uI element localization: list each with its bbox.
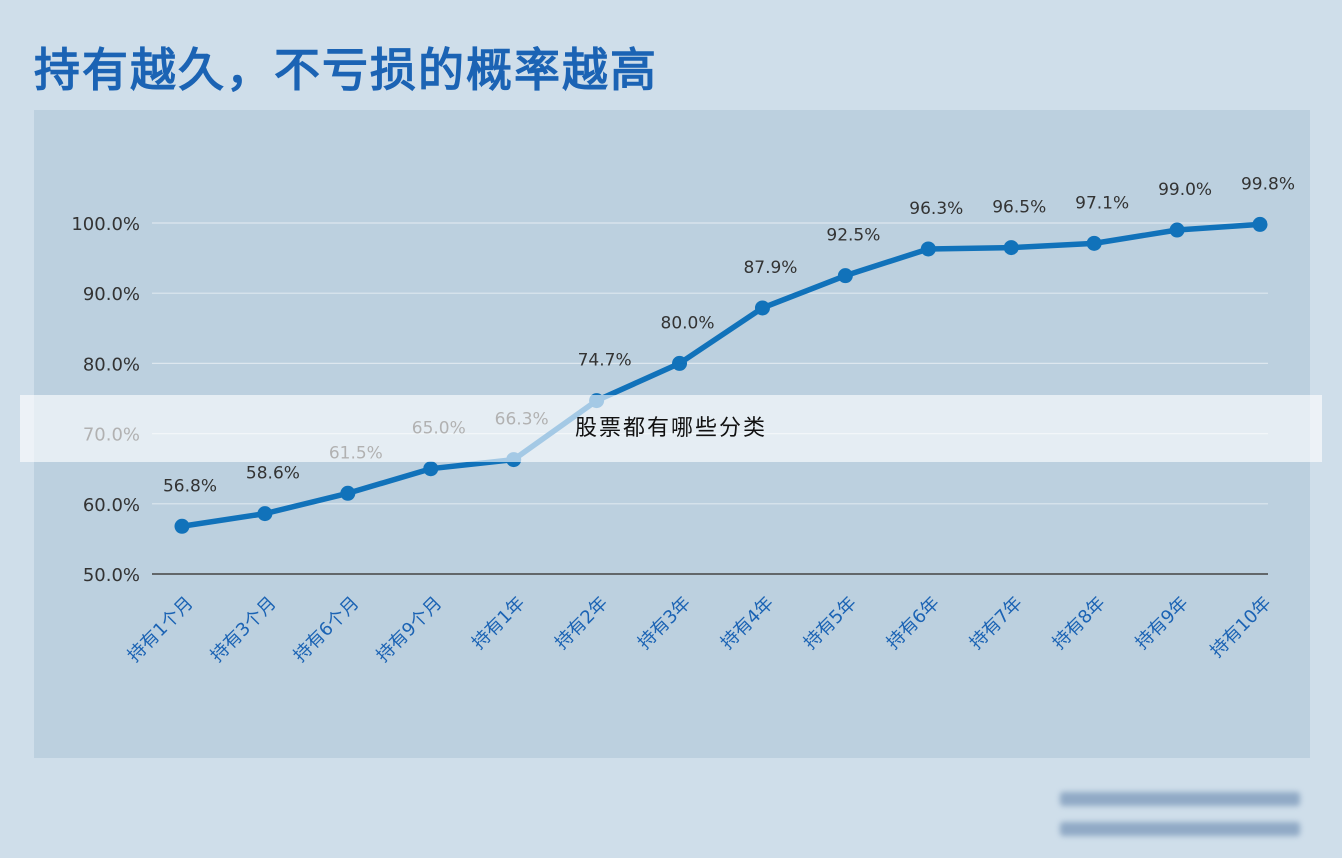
- x-tick-label: 持有6年: [883, 593, 944, 654]
- data-label: 96.3%: [909, 199, 963, 219]
- data-label: 74.7%: [578, 351, 632, 371]
- data-point: [257, 506, 273, 522]
- data-label: 87.9%: [743, 258, 797, 278]
- x-tick-label: 持有3个月: [207, 593, 281, 667]
- data-point: [1003, 240, 1019, 256]
- series-line: [179, 221, 1263, 530]
- source-watermark: [1060, 788, 1310, 844]
- x-tick-label: 持有1个月: [124, 593, 198, 667]
- data-point: [837, 268, 853, 284]
- x-tick-label: 持有9个月: [372, 593, 446, 667]
- data-point: [672, 355, 688, 371]
- x-tick-label: 持有5年: [800, 593, 861, 654]
- data-point: [174, 518, 190, 534]
- y-tick-label: 50.0%: [83, 565, 140, 586]
- data-point: [1252, 216, 1268, 232]
- data-label: 56.8%: [163, 476, 217, 496]
- x-tick-label: 持有2年: [551, 593, 612, 654]
- y-tick-label: 80.0%: [83, 354, 140, 375]
- data-label: 58.6%: [246, 464, 300, 484]
- watermark-banner: 股票都有哪些分类: [20, 395, 1322, 462]
- data-label: 96.5%: [992, 198, 1046, 218]
- x-tick-label: 持有3年: [634, 593, 695, 654]
- y-tick-label: 60.0%: [83, 495, 140, 516]
- data-point: [754, 300, 770, 316]
- data-point: [340, 485, 356, 501]
- data-line: [179, 221, 1263, 530]
- watermark-text: 股票都有哪些分类: [574, 416, 767, 441]
- x-axis-ticks: 持有1个月 持有3个月 持有6个月 持有9个月 持有1年 持有2年 持有3年 持有4年 持有5年…: [124, 593, 1276, 667]
- data-label: 97.1%: [1075, 193, 1129, 213]
- data-point: [920, 241, 936, 257]
- chart-title: 持有越久，不亏损的概率越高: [34, 43, 658, 97]
- x-tick-label: 持有4年: [717, 593, 778, 654]
- data-label: 99.0%: [1158, 180, 1212, 200]
- x-tick-label: 持有7年: [966, 593, 1027, 654]
- data-point: [1086, 235, 1102, 251]
- data-label: 80.0%: [661, 313, 715, 333]
- data-label: 99.8%: [1241, 174, 1295, 194]
- y-tick-label: 100.0%: [71, 214, 140, 235]
- y-tick-label: 90.0%: [83, 284, 140, 305]
- x-tick-label: 持有6个月: [290, 593, 364, 667]
- data-points: [174, 216, 1268, 534]
- x-tick-label: 持有8年: [1049, 593, 1110, 654]
- data-label: 92.5%: [826, 226, 880, 246]
- data-point: [1169, 222, 1185, 238]
- data-point: [423, 461, 439, 477]
- x-tick-label: 持有9年: [1131, 593, 1192, 654]
- x-tick-label: 持有1年: [468, 593, 529, 654]
- x-tick-label: 持有10年: [1206, 593, 1275, 662]
